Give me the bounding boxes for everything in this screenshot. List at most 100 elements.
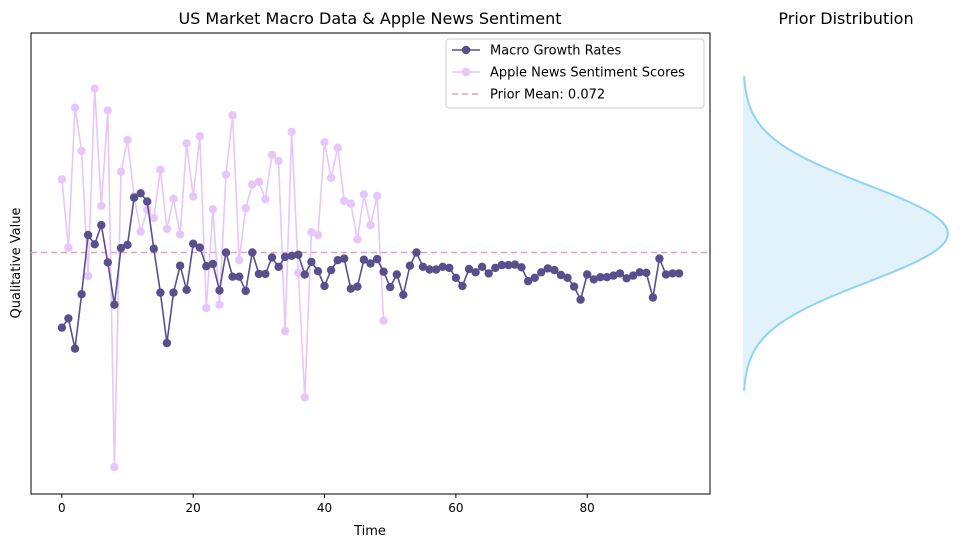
data-point [537, 268, 546, 277]
data-point [162, 338, 172, 348]
data-point [202, 262, 211, 271]
data-point [425, 265, 434, 274]
data-point [254, 269, 264, 279]
data-point [280, 326, 290, 336]
data-point [97, 201, 106, 211]
data-point [116, 243, 126, 253]
legend-label: Apple News Sentiment Scores [490, 66, 685, 81]
data-point [313, 267, 323, 276]
data-point [241, 286, 250, 296]
data-point [70, 103, 80, 112]
data-point [602, 273, 612, 282]
data-point [372, 254, 382, 264]
data-point [320, 281, 329, 291]
data-point [149, 213, 158, 223]
data-point [221, 170, 231, 179]
prior-chart-title: Prior Distribution [778, 9, 913, 28]
data-point [208, 205, 218, 214]
prior-chart: Prior Distribution [743, 9, 950, 392]
data-point [261, 269, 270, 279]
data-point [629, 271, 638, 280]
data-point [333, 256, 342, 265]
data-point [412, 248, 421, 257]
data-point [274, 156, 283, 166]
x-tick-label: 40 [317, 501, 332, 515]
data-point [615, 269, 625, 278]
data-point [182, 285, 191, 294]
data-point [202, 303, 211, 313]
x-tick-label: 80 [580, 501, 595, 515]
data-point [668, 269, 677, 278]
legend-items: Macro Growth Rates Apple News Sentiment S… [452, 44, 685, 103]
data-point [399, 290, 408, 299]
data-point [497, 260, 506, 270]
data-point [642, 268, 651, 277]
data-point [83, 271, 93, 281]
data-point [123, 240, 132, 249]
data-point [228, 272, 237, 281]
legend: Macro Growth Rates Apple News Sentiment S… [445, 38, 705, 109]
data-point [418, 262, 428, 271]
data-point [136, 189, 145, 198]
data-point [294, 268, 303, 277]
series-layer [57, 84, 684, 472]
data-point [129, 193, 139, 202]
legend-box [445, 38, 705, 109]
x-tick-label: 20 [186, 501, 201, 515]
data-point [464, 264, 474, 274]
data-point [405, 261, 415, 270]
data-point [386, 282, 395, 292]
data-point [57, 175, 67, 184]
legend-swatch-marker [461, 67, 471, 77]
data-point [261, 195, 270, 204]
data-point [563, 273, 572, 282]
data-point [583, 270, 592, 279]
main-chart-title: US Market Macro Data & Apple News Sentim… [178, 9, 561, 28]
data-point [156, 288, 165, 297]
data-point [280, 252, 290, 262]
data-point [169, 194, 178, 203]
data-point [248, 180, 257, 189]
data-point [110, 300, 119, 309]
data-point [340, 254, 349, 263]
legend-entry: Prior Mean: 0.072 [452, 88, 605, 103]
data-point [195, 132, 204, 141]
data-point [576, 295, 585, 304]
data-point [517, 263, 526, 272]
legend-swatch-marker [461, 45, 471, 55]
legend-entry: Macro Growth Rates [452, 44, 621, 59]
data-point [274, 262, 283, 271]
data-point [366, 259, 375, 268]
data-point [169, 288, 178, 297]
data-point [287, 251, 296, 260]
data-point [346, 284, 355, 293]
data-point [326, 265, 336, 275]
legend-entry: Apple News Sentiment Scores [452, 66, 685, 81]
data-point [491, 263, 500, 273]
data-point [530, 273, 539, 282]
data-point [477, 262, 487, 271]
data-point [307, 228, 316, 237]
data-point [622, 274, 631, 283]
data-point [90, 84, 99, 93]
data-point [596, 273, 605, 282]
data-point [241, 203, 250, 213]
data-point [635, 268, 644, 277]
data-point [228, 111, 237, 120]
data-point [287, 127, 296, 136]
data-point [235, 256, 244, 265]
data-point [235, 272, 244, 281]
data-point [353, 235, 362, 244]
data-point [556, 270, 566, 280]
data-point [648, 293, 658, 302]
data-point [64, 314, 73, 323]
data-point [208, 259, 218, 269]
data-point [175, 261, 185, 270]
data-point [254, 177, 264, 186]
legend-label: Prior Mean: 0.072 [490, 88, 605, 103]
data-point [359, 255, 369, 264]
data-point [550, 265, 559, 275]
data-point [445, 263, 454, 273]
data-point [149, 244, 158, 253]
